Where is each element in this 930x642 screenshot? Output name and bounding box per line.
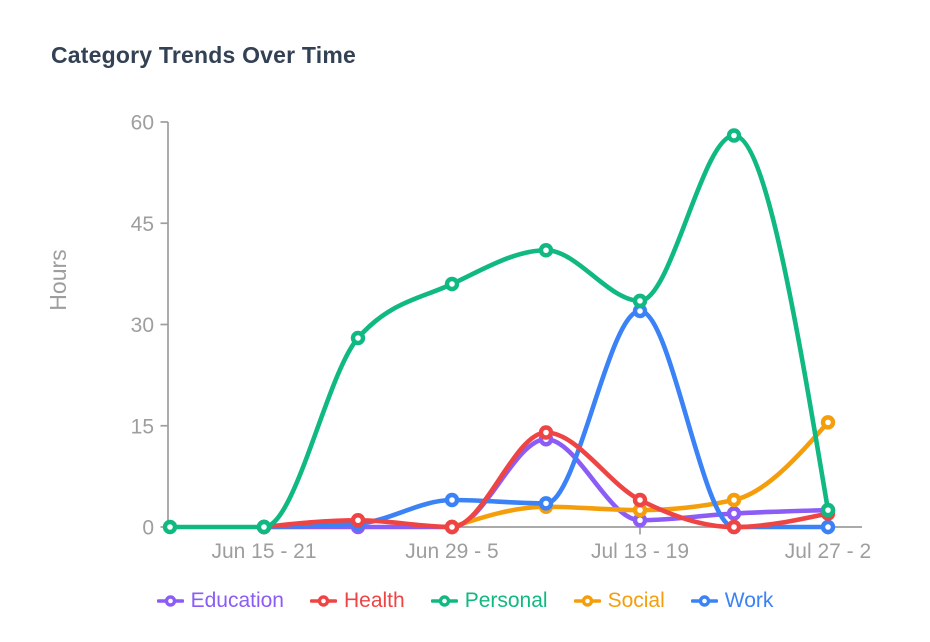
y-tick-label: 60 <box>131 112 154 135</box>
personal-point[interactable] <box>444 276 460 292</box>
legend-item-social[interactable]: Social <box>573 589 665 612</box>
legend-circle-glyph <box>438 594 450 607</box>
social-legend-line-icon <box>573 594 601 607</box>
education-legend-line-icon <box>156 594 184 607</box>
personal-point[interactable] <box>256 519 272 535</box>
y-tick-label: 45 <box>131 213 154 236</box>
personal-point[interactable] <box>726 128 742 143</box>
legend-item-health[interactable]: Health <box>309 589 405 612</box>
axis-line <box>167 122 862 528</box>
personal-point[interactable] <box>632 293 648 309</box>
personal-line <box>167 133 831 530</box>
social-point[interactable] <box>820 415 836 430</box>
personal-point[interactable] <box>538 243 554 258</box>
legend-item-education[interactable]: Education <box>156 589 284 612</box>
work-point[interactable] <box>444 492 460 508</box>
y-tick-label: 30 <box>131 314 154 337</box>
axes-layer: 0 15 30 45 60 Jun 15 - 21 Jun 29 - 5 Jul 13 - 1… <box>131 112 872 564</box>
social-point[interactable] <box>726 492 742 508</box>
legend-item-personal[interactable]: Personal <box>430 589 548 612</box>
x-tick-label: Jul 13 - 19 <box>591 540 689 563</box>
series-layer <box>162 128 836 535</box>
y-tick-label: 15 <box>131 415 154 438</box>
health-point[interactable] <box>350 513 366 528</box>
education-point[interactable] <box>726 506 742 521</box>
legend-item-label: Health <box>343 589 405 612</box>
health-point[interactable] <box>444 519 460 535</box>
personal-legend-line-icon <box>430 594 458 607</box>
legend-circle-glyph <box>581 594 593 607</box>
series-personal <box>162 128 836 535</box>
health-point[interactable] <box>538 425 554 440</box>
work-legend-line-icon <box>690 594 718 607</box>
legend-circle-glyph <box>317 594 330 607</box>
y-axis-label: Hours <box>45 249 71 310</box>
legend-item-label: Education <box>190 589 284 612</box>
legend: Education Health Personal Social Work <box>33 590 897 611</box>
legend-item-label: Work <box>724 589 774 612</box>
x-tick-label: Jun 29 - 5 <box>405 540 498 563</box>
health-legend-line-icon <box>309 594 337 607</box>
personal-point[interactable] <box>820 502 836 518</box>
y-tick-label: 0 <box>142 517 154 540</box>
legend-item-label: Personal <box>464 589 548 612</box>
work-point[interactable] <box>538 496 554 511</box>
personal-point[interactable] <box>350 330 366 346</box>
personal-point[interactable] <box>162 519 178 535</box>
work-point[interactable] <box>820 519 836 535</box>
chart-title: Category Trends Over Time <box>51 42 356 68</box>
x-tick-label: Jun 15 - 21 <box>211 540 316 563</box>
series-education <box>256 432 836 535</box>
legend-item-work[interactable]: Work <box>690 589 774 612</box>
health-point[interactable] <box>632 492 648 508</box>
x-tick-label: Jul 27 - 2 <box>785 540 871 563</box>
legend-circle-glyph <box>698 594 710 607</box>
legend-item-label: Social <box>607 589 665 612</box>
work-line <box>261 308 831 530</box>
health-point[interactable] <box>726 519 742 535</box>
legend-circle-glyph <box>164 594 176 607</box>
